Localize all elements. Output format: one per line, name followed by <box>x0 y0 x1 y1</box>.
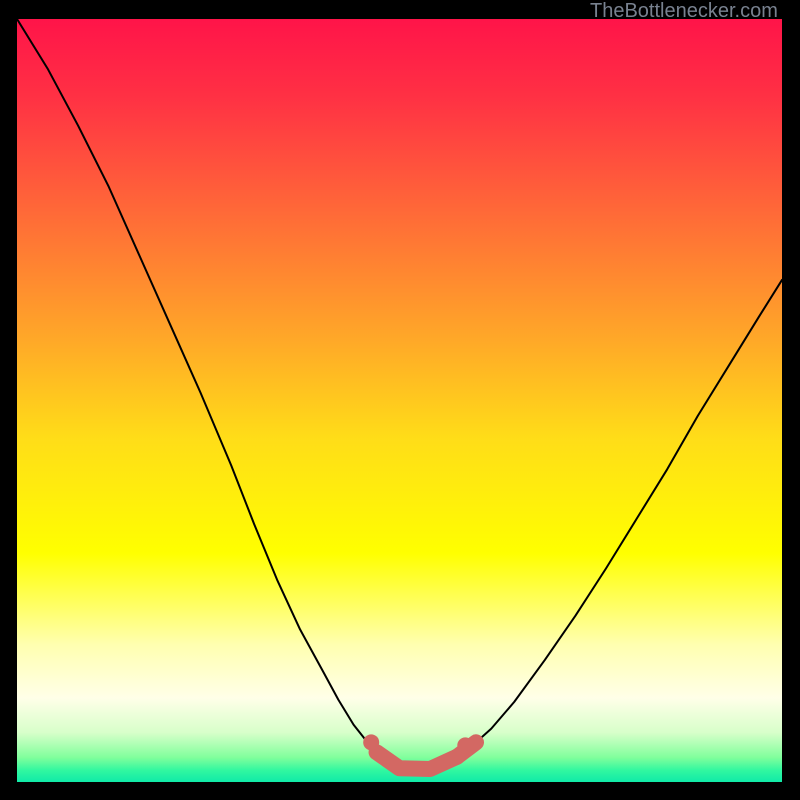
watermark-text: TheBottlenecker.com <box>590 0 778 23</box>
bottleneck-chart <box>17 19 782 782</box>
chart-container: TheBottlenecker.com <box>0 0 800 800</box>
bottleneck-marker-dot <box>363 734 379 750</box>
bottleneck-marker-dot <box>457 737 473 753</box>
plot-area <box>17 19 782 782</box>
